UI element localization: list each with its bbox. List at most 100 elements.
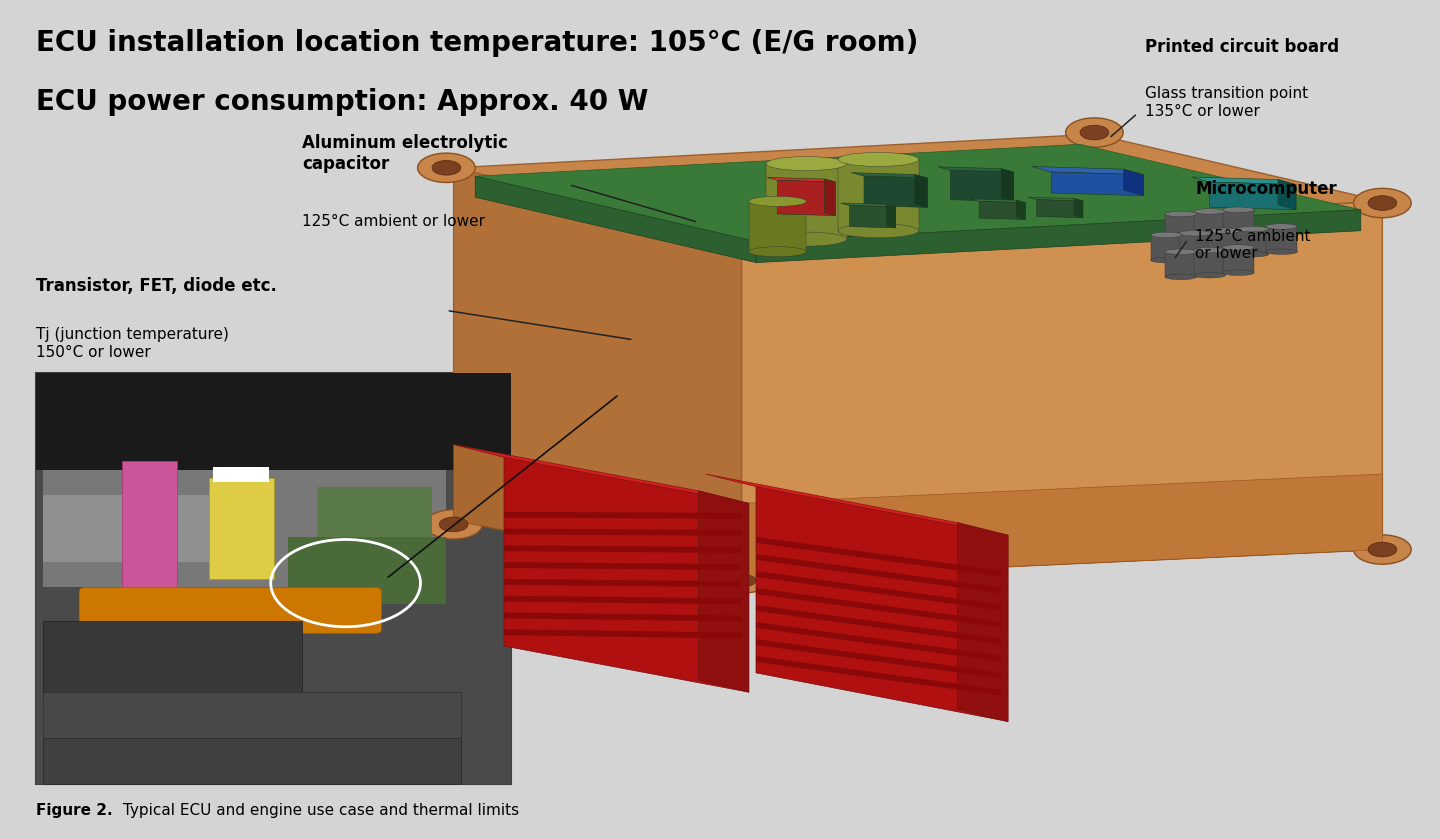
Ellipse shape (432, 160, 461, 175)
Ellipse shape (1179, 231, 1211, 236)
Bar (43, 470, 446, 587)
Bar (749, 201, 806, 252)
Ellipse shape (1368, 542, 1397, 557)
Polygon shape (958, 523, 1008, 722)
Ellipse shape (439, 517, 468, 532)
Ellipse shape (1080, 125, 1109, 140)
Polygon shape (841, 203, 896, 207)
Bar (1223, 248, 1254, 273)
Ellipse shape (766, 157, 847, 170)
Bar (838, 159, 919, 231)
Ellipse shape (838, 153, 919, 166)
Polygon shape (979, 201, 1025, 220)
Ellipse shape (425, 510, 482, 539)
Ellipse shape (1165, 249, 1197, 254)
Bar (43, 621, 302, 696)
Text: Typical ECU and engine use case and thermal limits: Typical ECU and engine use case and ther… (118, 803, 520, 818)
Bar (213, 467, 269, 482)
Polygon shape (454, 445, 749, 503)
Bar (36, 373, 511, 784)
Polygon shape (504, 579, 742, 587)
Ellipse shape (1237, 227, 1269, 232)
Ellipse shape (1165, 211, 1197, 216)
Ellipse shape (1223, 207, 1254, 212)
Bar (1179, 233, 1211, 258)
Ellipse shape (1223, 245, 1254, 250)
Ellipse shape (1151, 232, 1182, 237)
Polygon shape (851, 173, 927, 178)
Ellipse shape (1223, 270, 1254, 275)
Ellipse shape (838, 224, 919, 237)
Ellipse shape (766, 232, 847, 246)
Polygon shape (742, 201, 1382, 579)
Polygon shape (504, 529, 742, 536)
Polygon shape (504, 562, 742, 570)
Ellipse shape (1194, 248, 1225, 253)
Text: Figure 2.: Figure 2. (36, 803, 112, 818)
Polygon shape (454, 491, 1382, 579)
Polygon shape (742, 474, 1382, 579)
FancyBboxPatch shape (79, 587, 382, 633)
Bar (1237, 229, 1269, 254)
Polygon shape (887, 205, 896, 228)
Bar (43, 738, 461, 784)
Polygon shape (1037, 200, 1083, 218)
Polygon shape (756, 656, 1001, 696)
Ellipse shape (1266, 249, 1297, 254)
Ellipse shape (1179, 256, 1211, 261)
Bar (43, 495, 259, 562)
Polygon shape (504, 612, 742, 622)
Polygon shape (756, 210, 1361, 263)
Text: ECU installation location temperature: 105°C (E/G room): ECU installation location temperature: 1… (36, 29, 919, 57)
Polygon shape (756, 588, 1001, 628)
Polygon shape (698, 491, 749, 692)
Polygon shape (475, 176, 756, 263)
Ellipse shape (1208, 228, 1240, 233)
Ellipse shape (1354, 535, 1411, 565)
Polygon shape (756, 605, 1001, 644)
Bar (317, 487, 432, 537)
Polygon shape (1031, 166, 1143, 175)
Ellipse shape (1368, 195, 1397, 211)
Ellipse shape (749, 196, 806, 206)
Polygon shape (971, 199, 1025, 203)
Polygon shape (950, 170, 1014, 201)
Polygon shape (504, 596, 742, 604)
Ellipse shape (1266, 224, 1297, 229)
Polygon shape (778, 180, 835, 216)
Polygon shape (864, 176, 927, 207)
Ellipse shape (1223, 232, 1254, 237)
Ellipse shape (727, 574, 756, 587)
Ellipse shape (1194, 273, 1225, 278)
Text: Aluminum electrolytic
capacitor: Aluminum electrolytic capacitor (302, 134, 508, 173)
Polygon shape (706, 474, 1008, 535)
Ellipse shape (1165, 237, 1197, 242)
Bar (1208, 231, 1240, 256)
Text: Printed circuit board: Printed circuit board (1145, 38, 1339, 55)
Ellipse shape (1151, 258, 1182, 263)
Bar (1151, 235, 1182, 260)
Bar (1194, 250, 1225, 275)
Polygon shape (1001, 169, 1014, 201)
Bar (1165, 214, 1197, 239)
Ellipse shape (1066, 118, 1123, 148)
Polygon shape (756, 639, 1001, 679)
Polygon shape (504, 629, 742, 638)
Polygon shape (1051, 172, 1143, 195)
Polygon shape (504, 457, 749, 692)
Polygon shape (1192, 177, 1296, 185)
Polygon shape (1017, 201, 1025, 220)
Polygon shape (1074, 199, 1083, 218)
Polygon shape (756, 537, 1001, 576)
Bar (1266, 227, 1297, 252)
Polygon shape (504, 512, 742, 519)
Text: Tj (junction temperature)
150°C or lower: Tj (junction temperature) 150°C or lower (36, 327, 229, 360)
Text: Glass transition point
135°C or lower: Glass transition point 135°C or lower (1145, 86, 1308, 119)
Polygon shape (454, 134, 1382, 235)
Polygon shape (850, 206, 896, 228)
Bar (1165, 252, 1197, 277)
Text: 125°C ambient or lower: 125°C ambient or lower (302, 214, 485, 229)
Bar (1194, 211, 1225, 237)
Polygon shape (914, 175, 927, 207)
Polygon shape (1279, 180, 1296, 210)
